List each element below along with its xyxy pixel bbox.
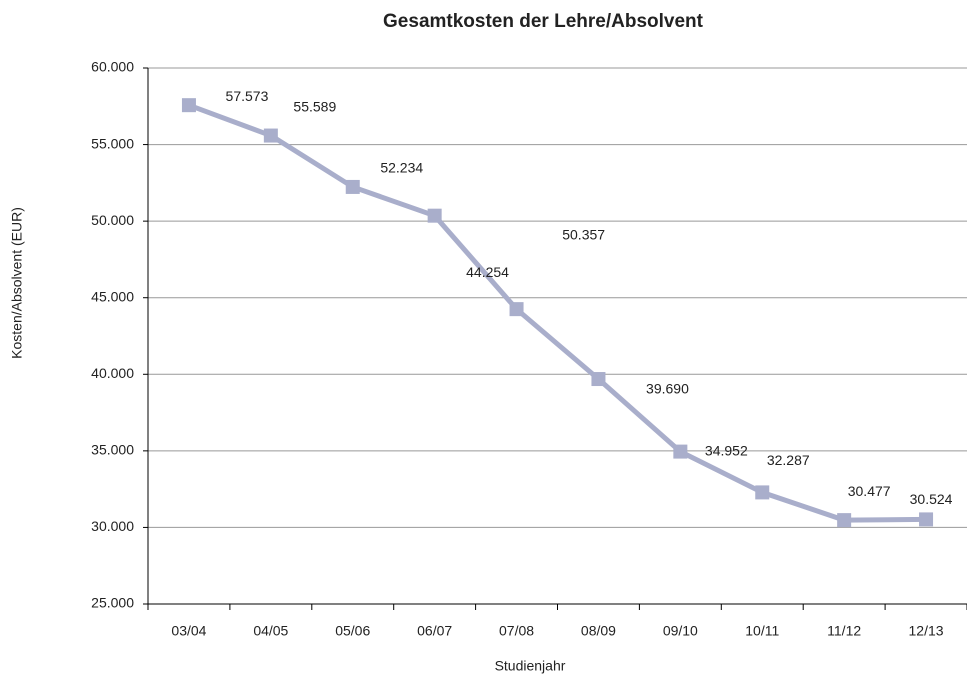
marker xyxy=(755,485,770,500)
y-tick-label: 35.000 xyxy=(91,442,134,458)
marker xyxy=(263,128,278,143)
y-tick-label: 55.000 xyxy=(91,135,134,151)
data-label: 55.589 xyxy=(293,98,336,114)
x-tick-label: 09/10 xyxy=(663,623,698,639)
x-tick-label: 03/04 xyxy=(171,623,206,639)
data-label: 57.573 xyxy=(226,88,269,104)
data-label: 39.690 xyxy=(646,381,689,397)
marker xyxy=(509,302,524,317)
x-tick-label: 06/07 xyxy=(417,623,452,639)
data-label: 44.254 xyxy=(466,264,509,280)
y-tick-label: 40.000 xyxy=(91,365,134,381)
y-tick-label: 60.000 xyxy=(91,59,134,75)
data-label: 30.477 xyxy=(848,483,891,499)
x-tick-label: 05/06 xyxy=(335,623,370,639)
data-label: 34.952 xyxy=(705,442,748,458)
x-tick-label: 10/11 xyxy=(745,623,779,639)
x-tick-label: 11/12 xyxy=(827,623,861,639)
marker xyxy=(427,208,442,223)
line xyxy=(188,102,927,523)
data-label: 32.287 xyxy=(767,452,810,468)
x-tick-label: 08/09 xyxy=(581,623,616,639)
y-tick-label: 45.000 xyxy=(91,288,134,304)
data-label: 50.357 xyxy=(562,226,605,242)
x-axis-label: Studienjahr xyxy=(495,658,566,674)
marker xyxy=(591,372,606,387)
x-tick-label: 07/08 xyxy=(499,623,534,639)
marker xyxy=(919,512,934,527)
chart-title: Gesamtkosten der Lehre/Absolvent xyxy=(383,11,704,32)
x-tick-label: 12/13 xyxy=(909,623,944,639)
x-tick-label: 04/05 xyxy=(253,623,288,639)
data-label: 52.234 xyxy=(380,160,423,176)
data-label: 30.524 xyxy=(910,491,953,507)
y-tick-label: 30.000 xyxy=(91,518,134,534)
marker xyxy=(345,179,360,194)
y-tick-label: 25.000 xyxy=(91,595,134,611)
marker xyxy=(181,98,196,113)
marker xyxy=(837,513,852,528)
y-axis-label: Kosten/Absolvent (EUR) xyxy=(9,207,25,359)
marker xyxy=(673,444,688,459)
y-tick-label: 50.000 xyxy=(91,212,134,228)
